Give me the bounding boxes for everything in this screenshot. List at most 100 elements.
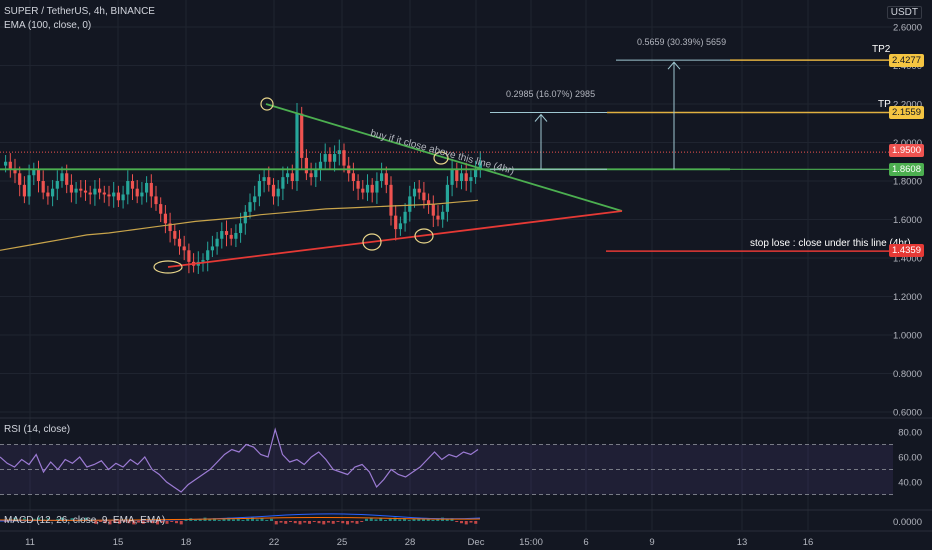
macd-histogram-bar <box>398 519 402 521</box>
candle-body <box>290 173 294 181</box>
candle-body <box>88 192 92 195</box>
x-tick-label: Dec <box>468 537 485 548</box>
macd-histogram-bar <box>160 521 164 523</box>
candle-body <box>220 231 224 239</box>
y-tick-label: 1.4000 <box>893 254 922 265</box>
candle-body <box>112 192 116 197</box>
macd-histogram-bar <box>260 518 264 521</box>
candle-body <box>69 184 73 193</box>
macd-histogram-bar <box>274 521 278 525</box>
x-tick-label: 15:00 <box>519 537 543 548</box>
tp2-measure: 0.5659 (30.39%) 5659 <box>637 37 727 47</box>
candle-body <box>121 194 125 201</box>
candle-body <box>116 192 120 201</box>
macd-histogram-bar <box>94 521 98 524</box>
candle-body <box>455 169 459 181</box>
candle-body <box>187 250 191 262</box>
rsi-line <box>0 427 479 493</box>
candle-body <box>323 154 327 162</box>
x-tick-label: 28 <box>405 537 416 548</box>
candle-body <box>215 238 219 247</box>
macd-histogram-bar <box>141 521 145 524</box>
macd-histogram-bar <box>312 521 316 522</box>
candle-body <box>333 154 337 162</box>
macd-histogram-bar <box>84 517 88 521</box>
macd-histogram-bar <box>137 521 140 523</box>
candle-body <box>55 181 59 189</box>
candle-body <box>229 234 233 239</box>
macd-histogram-bar <box>13 517 17 521</box>
macd-histogram-bar <box>469 521 473 523</box>
macd-histogram-bar <box>327 521 330 523</box>
candle-body <box>83 190 88 193</box>
macd-histogram-bar <box>232 519 235 521</box>
candle-body <box>18 173 22 185</box>
macd-signal-line <box>0 516 481 521</box>
candle-body <box>224 231 229 235</box>
macd-histogram-bar <box>445 519 449 521</box>
candle-body <box>417 188 421 193</box>
tp2-arrow-head <box>667 61 681 70</box>
candle-body <box>168 223 172 232</box>
macd-histogram-bar <box>108 521 112 525</box>
macd-histogram-bar <box>179 521 183 525</box>
x-tick-label: 9 <box>649 537 654 548</box>
macd-pane: 0.0000 <box>0 513 922 528</box>
macd-histogram-bar <box>213 518 216 521</box>
macd-histogram-bar <box>474 521 478 524</box>
candle-body <box>427 200 431 205</box>
tp-price-tag: 2.1559 <box>888 106 924 119</box>
pivot-circle <box>362 233 382 251</box>
candle-body <box>403 211 407 224</box>
candle-body <box>398 223 402 230</box>
x-tick-label: 25 <box>337 537 348 548</box>
macd-histogram-bar <box>118 521 121 524</box>
macd-histogram-bar <box>270 518 273 521</box>
macd-histogram-bar <box>222 518 226 521</box>
candle-body <box>478 161 482 170</box>
candle-body <box>163 213 167 224</box>
macd-histogram-bar <box>407 520 411 521</box>
macd-histogram-bar <box>61 517 64 521</box>
macd-histogram-bar <box>308 521 311 524</box>
macd-histogram-bar <box>4 521 7 522</box>
candle-body <box>107 194 111 197</box>
y-tick-label: 1.2000 <box>893 292 922 303</box>
candle-body <box>46 192 50 197</box>
candle-body <box>239 223 243 233</box>
y-tick-label: 1.6000 <box>893 215 922 226</box>
macd-histogram-bar <box>426 518 430 521</box>
y-tick-label: 0.6000 <box>893 408 922 419</box>
tp2-label: TP2 <box>872 44 891 55</box>
candle-body <box>130 181 135 189</box>
candle-body <box>234 232 238 239</box>
candle-body <box>342 150 346 166</box>
macd-histogram-bar <box>184 519 188 521</box>
candle-body <box>126 181 130 195</box>
currency-badge[interactable]: USDT <box>886 6 922 19</box>
pivot-circle <box>414 228 434 244</box>
macd-histogram-bar <box>436 518 440 521</box>
candle-body <box>412 188 417 197</box>
candles <box>0 103 482 274</box>
macd-histogram-bar <box>217 520 221 521</box>
candle-body <box>286 173 290 178</box>
macd-histogram-bar <box>298 521 302 525</box>
candle-body <box>408 196 412 212</box>
candle-body <box>102 192 106 195</box>
candle-body <box>154 196 158 205</box>
candle-body <box>295 113 299 181</box>
candle-body <box>248 202 252 212</box>
y-tick-label: 2.0000 <box>893 138 922 149</box>
candle-body <box>328 154 332 162</box>
candle-body <box>314 169 318 178</box>
y-tick-label: 2.6000 <box>893 23 922 34</box>
candle-body <box>22 184 26 197</box>
candle-body <box>445 184 449 212</box>
macd-histogram-bar <box>23 518 26 521</box>
macd-histogram-bar <box>431 520 435 521</box>
macd-histogram-bar <box>350 521 354 523</box>
macd-legend: MACD (12, 26, close, 9, EMA, EMA) <box>4 515 166 526</box>
